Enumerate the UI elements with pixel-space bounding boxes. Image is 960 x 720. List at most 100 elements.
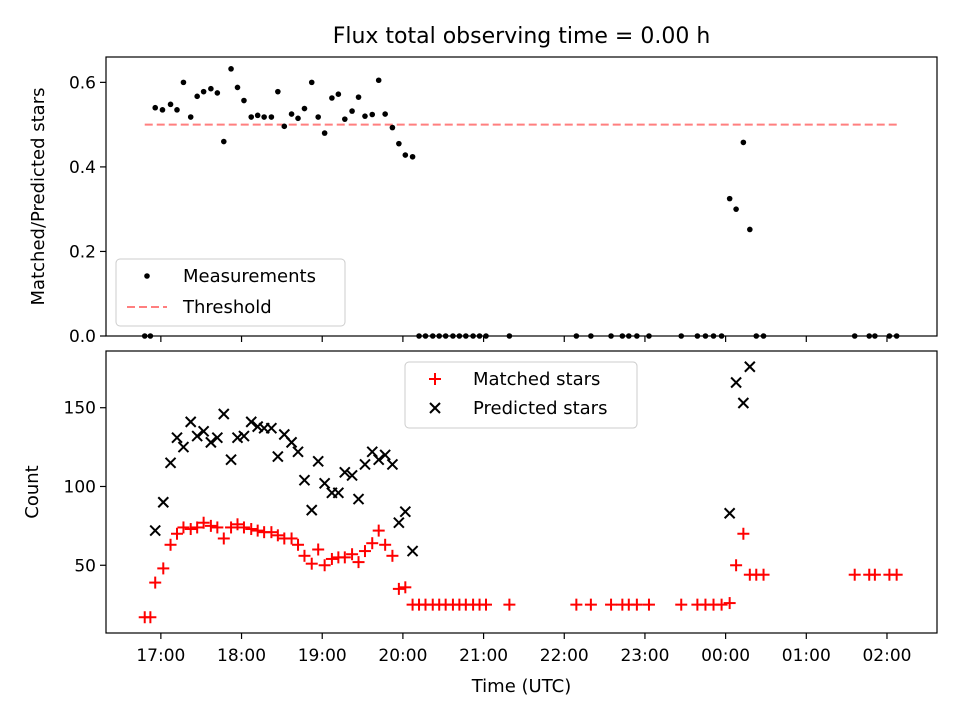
measurement-point [733,206,739,212]
matched-star-point [392,582,405,595]
top-x-ticks [160,336,888,342]
predicted-star-point [386,458,399,471]
measurement-point [174,107,180,113]
x-tick-label: 17:00 [136,646,185,666]
predicted-star-point [272,450,284,463]
measurement-point [268,114,275,120]
predicted-star-point [399,505,412,518]
matched-star-point [225,521,238,534]
legend-measurements-marker [144,273,150,279]
x-tick-label: 01:00 [782,646,831,666]
matched-star-point [737,527,750,540]
predicted-star-point [406,545,419,557]
predicted-star-point [292,446,304,458]
predicted-star-point [265,422,278,434]
predicted-star-point [245,416,257,428]
measurement-point [315,114,321,120]
matched-star-point [584,598,597,611]
measurement-point [369,111,376,118]
measurement-point [726,195,733,202]
matched-star-point [715,598,728,611]
predicted-star-point [298,474,311,486]
predicted-star-point [318,477,331,490]
matched-stars-points [138,516,903,624]
bottom-legend-box [404,361,638,429]
top-panel: 0.0 0.2 0.4 0.6 Matched/Predicted stars Mea… [28,56,938,347]
matched-star-point [164,538,177,551]
predicted-star-point [737,397,750,409]
bottom-y-tick-label: 150 [64,399,96,419]
matched-star-point [149,576,162,589]
measurement-point [740,139,747,146]
matched-star-point [675,598,688,611]
predicted-star-point [332,487,345,499]
predicted-star-point [164,457,177,469]
matched-star-point [298,549,311,562]
measurement-point [402,152,409,158]
measurement-point [288,111,295,117]
top-y-tick-label: 0.4 [69,158,96,178]
matched-star-point [237,521,250,534]
measurement-point [200,88,207,95]
matched-star-point [605,598,618,611]
matched-star-point [251,524,264,537]
top-y-tick-label: 0.0 [69,327,96,347]
matched-star-point [305,557,318,570]
matched-star-point [217,532,230,545]
matched-star-point [358,545,371,558]
legend-threshold-label: Threshold [182,297,272,318]
matched-star-point [848,568,861,581]
measurement-point [194,93,200,100]
measurement-point [355,94,362,100]
top-y-tick-label: 0.2 [69,242,96,262]
predicted-star-point [238,430,250,442]
matched-star-point [642,598,655,611]
measurement-point [349,108,355,114]
matched-star-point [366,537,379,550]
predicted-stars-points [149,361,756,557]
measurement-point [248,114,255,120]
matched-star-point [325,552,338,565]
measurement-point [295,115,301,122]
measurement-point [281,123,288,130]
measurement-point [747,226,753,233]
matched-star-point [318,559,331,572]
matched-star-point [503,598,516,611]
matched-star-point [570,598,583,611]
bottom-y-ticks: 50 100 150 [64,399,106,576]
measurement-point [362,113,368,119]
top-y-axis-label: Matched/Predicted stars [28,88,49,306]
predicted-star-point [171,431,183,444]
legend-measurements-label: Measurements [183,266,316,287]
matched-star-point [271,529,284,542]
top-y-tick-label: 0.6 [69,73,96,93]
predicted-star-point [211,431,224,444]
measurement-point [187,114,194,120]
predicted-star-point [730,376,742,389]
matched-star-point [170,527,183,540]
measurement-point [275,88,281,95]
predicted-star-point [312,455,324,467]
measurement-point [234,84,241,91]
predicted-star-point [393,517,405,529]
predicted-star-point [185,416,197,428]
predicted-star-point [352,493,365,505]
matched-star-point [890,568,903,581]
predicted-star-point [225,453,237,466]
matched-star-point [312,543,325,556]
matched-star-point [480,598,493,611]
measurement-point [335,91,342,97]
matched-star-point [144,611,157,624]
matched-star-point [285,532,298,545]
predicted-star-point [149,524,161,537]
predicted-star-point [372,453,385,466]
predicted-star-point [359,458,371,471]
matched-star-point [630,598,643,611]
predicted-star-point [177,441,190,453]
legend-matched-marker [429,373,441,385]
measurement-point [342,116,348,122]
x-tick-label: 19:00 [298,646,347,666]
top-plot-frame [105,56,938,337]
bottom-x-ticks: 17:00 18:00 19:00 20:00 21:00 22:00 23:00 00:00… [136,633,911,666]
bottom-panel: 50 100 150 17:00 18:00 19:00 20:00 21:00 22:00 2… [22,350,938,697]
